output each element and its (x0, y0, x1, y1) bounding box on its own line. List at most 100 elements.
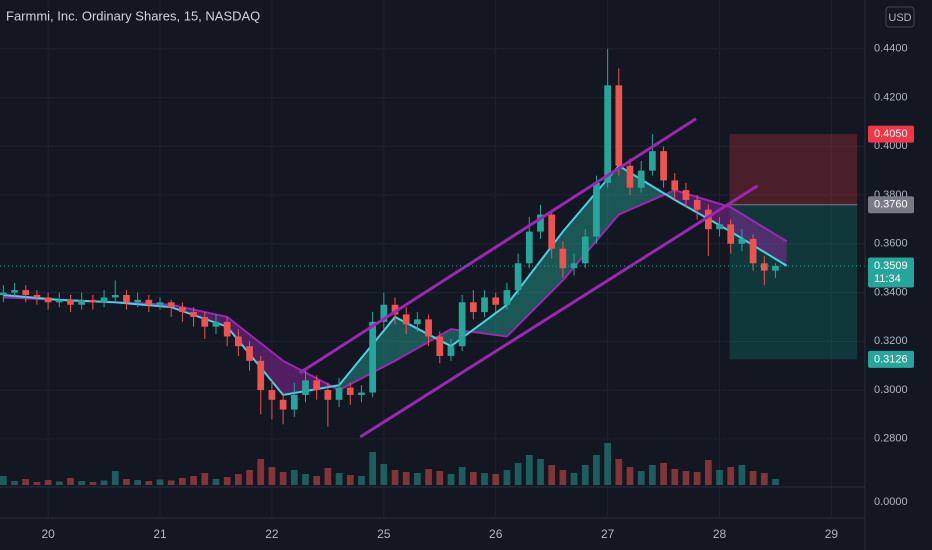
candle-body (156, 302, 164, 305)
volume-bar (593, 455, 600, 485)
candle-body (481, 297, 488, 313)
volume-bar (44, 480, 52, 485)
candle-body (33, 294, 41, 298)
volume-bar (246, 470, 253, 485)
volume-bar (447, 474, 455, 485)
volume-bar (649, 465, 656, 485)
x-tick-label: 28 (713, 527, 727, 541)
candle-body (335, 387, 343, 400)
volume-bar (279, 472, 287, 485)
candle-body (302, 380, 309, 395)
volume-bar (268, 467, 276, 485)
candle-body (738, 238, 746, 244)
candle-body (458, 302, 466, 347)
cloud-segment (395, 316, 451, 361)
volume-bar (11, 481, 18, 485)
candle-body (604, 85, 611, 183)
volume-bar (67, 478, 74, 485)
volume-bar (772, 479, 779, 485)
volume-bar (290, 470, 298, 485)
candle-body (55, 299, 63, 303)
x-tick-label: 22 (265, 527, 279, 541)
volume-bar (111, 471, 119, 485)
x-tick-label: 20 (41, 527, 55, 541)
candle-body (100, 297, 108, 303)
candle-body (123, 294, 130, 303)
x-tick-label: 25 (377, 527, 391, 541)
volume-bar (179, 478, 186, 485)
candle-body (268, 390, 276, 400)
volume-bar (749, 471, 757, 485)
volume-bar (223, 477, 231, 485)
candle-body (492, 297, 500, 305)
axis: 0.44000.42000.40000.38000.36000.34000.32… (41, 43, 914, 541)
candle-body (581, 236, 589, 264)
x-tick-label: 26 (489, 527, 503, 541)
candle-body (279, 399, 287, 410)
candle-body (447, 346, 455, 356)
volume-bar (391, 470, 399, 485)
volume-bar (346, 475, 354, 485)
candle-body (145, 299, 153, 305)
target-zone (729, 204, 858, 360)
volume-bar (167, 480, 175, 485)
volume-bar (615, 459, 623, 485)
candle-body (67, 299, 74, 305)
volume-bar (503, 470, 511, 485)
y-tick-label: 0.3200 (874, 335, 908, 347)
volume-bar (671, 469, 679, 485)
volume-bar (492, 474, 500, 485)
volume-bar (190, 476, 197, 485)
candle-body (324, 390, 332, 400)
price-label-box (868, 350, 914, 368)
candle-body (212, 321, 220, 327)
candle-body (693, 199, 701, 210)
candle-body (615, 85, 623, 166)
candle-body (369, 321, 376, 393)
y-tick-label: 0.3000 (874, 384, 908, 396)
volume-bar (425, 469, 432, 485)
candle-body (525, 231, 533, 264)
candle-body (548, 214, 556, 249)
candle-body (514, 263, 522, 291)
candle-body (44, 297, 52, 303)
y-tick-label: 0.4000 (874, 140, 908, 152)
candle-body (469, 302, 477, 313)
candle-body (0, 292, 7, 295)
volume-bar (760, 473, 768, 485)
volume-bar (738, 465, 746, 485)
candle-body (637, 170, 645, 188)
cloud-segment (506, 231, 563, 337)
volume-bar (55, 481, 63, 485)
volume-bar (22, 479, 30, 485)
candle-body (346, 387, 354, 395)
volume-bar (201, 473, 209, 485)
volume-bar (78, 481, 86, 485)
volume-bar (604, 443, 611, 485)
candle-body (660, 151, 667, 181)
candle-body (223, 321, 231, 337)
candle-body (234, 336, 242, 347)
candle-body (704, 209, 712, 230)
currency[interactable]: USD (888, 12, 911, 24)
candle-body (246, 346, 253, 361)
candle-body (190, 312, 197, 317)
volume-bar (123, 479, 130, 485)
candle-body (559, 248, 567, 269)
y-tick-label: 0.4400 (874, 43, 908, 55)
volume-bar (402, 472, 410, 485)
candle-body (358, 392, 365, 395)
currency-box[interactable] (885, 6, 915, 28)
volume-bar (716, 470, 723, 485)
volume-bar (257, 459, 265, 485)
volume-bar (660, 463, 667, 485)
candle-body (716, 224, 723, 230)
y-tick-label: 0.2800 (874, 433, 908, 445)
volume-bar (156, 479, 164, 485)
volume-bar (727, 467, 735, 485)
candle-body (749, 238, 757, 264)
candle-body (570, 263, 578, 269)
price-label-box (868, 257, 914, 288)
